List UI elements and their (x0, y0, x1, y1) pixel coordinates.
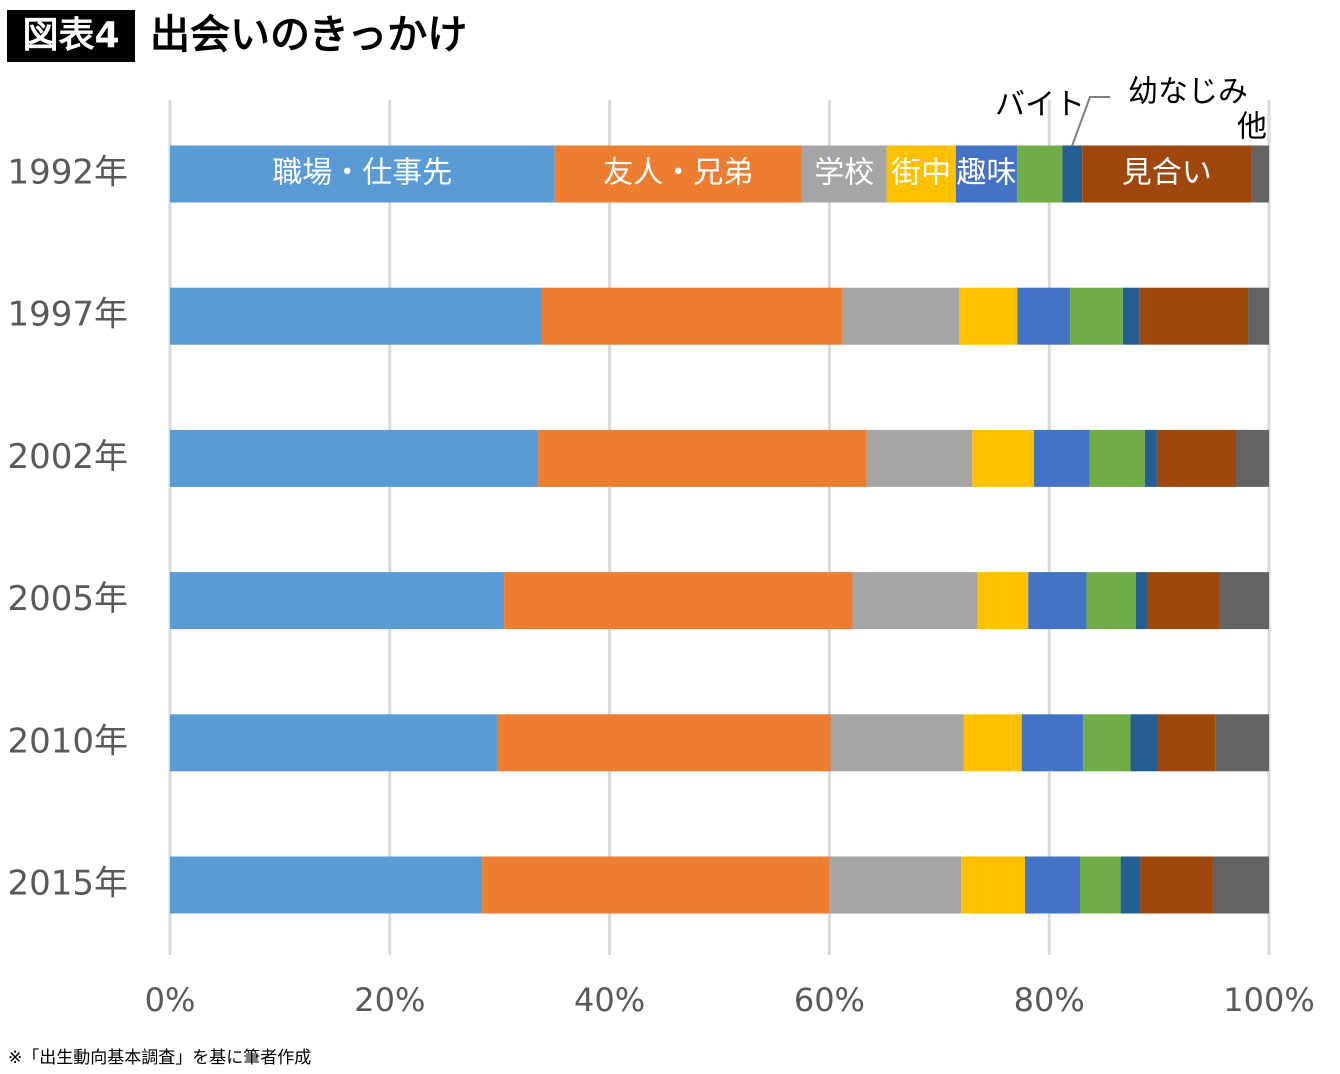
bar-segment (1147, 572, 1220, 630)
x-tick-label: 0% (145, 981, 196, 1019)
bar-segment (1017, 145, 1063, 203)
series-label: 見合い (1122, 156, 1212, 191)
bar-segment (504, 572, 853, 630)
figure-label-box (7, 10, 135, 62)
bar-segment (554, 145, 802, 203)
bar-segment (1158, 714, 1216, 772)
bar-segment (1212, 856, 1269, 914)
figure-label: 図表4 (22, 15, 119, 56)
x-tick-label: 80% (1014, 981, 1085, 1019)
bar-segment (1156, 429, 1237, 487)
y-tick-label: 2005年 (7, 579, 128, 619)
bar-segment (1215, 714, 1269, 772)
y-tick-label: 1992年 (7, 153, 128, 193)
bar-segment (801, 145, 887, 203)
series-label: 幼なじみ (1128, 75, 1248, 110)
bar-segment (1021, 714, 1084, 772)
bar-segment (1140, 856, 1213, 914)
bar-segment (1086, 572, 1137, 630)
series-label: 学校 (814, 156, 874, 191)
x-tick-label: 100% (1223, 981, 1314, 1019)
series-label: 趣味 (957, 156, 1017, 191)
bar-segment (1136, 572, 1148, 630)
bar-segment (829, 856, 962, 914)
leader-line (1071, 96, 1110, 147)
bar-segment (1130, 714, 1159, 772)
y-tick-label: 2010年 (7, 721, 128, 761)
bar-segment (852, 572, 978, 630)
bar-segment (1062, 145, 1083, 203)
x-tick-label: 20% (354, 981, 425, 1019)
source-note: ※「出生動向基本調査」を基に筆者作成 (8, 1048, 311, 1068)
bar-segment (497, 714, 831, 772)
bar-segment (1139, 287, 1249, 345)
bar-segment (1236, 429, 1269, 487)
bar-segment (1120, 856, 1141, 914)
bar-segment (482, 856, 830, 914)
bars (170, 145, 1269, 914)
series-label: 友人・兄弟 (603, 156, 753, 191)
y-tick-label: 2015年 (7, 864, 128, 904)
series-label: 街中 (891, 156, 951, 191)
bar-segment (866, 429, 973, 487)
bar-segment (170, 572, 505, 630)
chart-title: 出会いのきっかけ (150, 12, 467, 58)
bar-segment (170, 714, 498, 772)
bar-segment (1070, 287, 1123, 345)
bar-segment (1017, 287, 1071, 345)
y-tick-label: 1997年 (7, 295, 128, 335)
bar-segment (977, 572, 1029, 630)
bar-segment (1028, 572, 1087, 630)
bar-segment (170, 287, 542, 345)
bar-segment (959, 287, 1018, 345)
x-tick-label: 60% (794, 981, 865, 1019)
bar-segment (961, 856, 1026, 914)
bar-segment (1251, 145, 1269, 203)
y-tick-label: 2002年 (7, 437, 128, 477)
bar-segment (538, 429, 867, 487)
bar-segment (1089, 429, 1145, 487)
bar-segment (170, 856, 483, 914)
bar-segment (170, 145, 555, 203)
bar-segment (1082, 145, 1252, 203)
bar-segment (1144, 429, 1157, 487)
bar-segment (541, 287, 843, 345)
bar-segment (830, 714, 964, 772)
bar-segment (1248, 287, 1269, 345)
bar-segment (170, 429, 539, 487)
bar-segment (1122, 287, 1140, 345)
series-label: 他 (1237, 110, 1267, 145)
bar-segment (1033, 429, 1090, 487)
bar-segment (963, 714, 1022, 772)
grid: 0% 20% 40% 60% 80% 100% (145, 100, 1315, 1019)
bar-segment (1083, 714, 1131, 772)
series-label: バイト (995, 88, 1085, 123)
bar-segment (972, 429, 1034, 487)
x-tick-label: 40% (574, 981, 645, 1019)
bar-segment (955, 145, 1018, 203)
bar-segment (842, 287, 960, 345)
labels: 1992年 職場・仕事先 友人・兄弟 学校 街中 趣味 見合い 1997年 2002年 2005年… (7, 75, 1267, 904)
series-label: 職場・仕事先 (272, 156, 452, 191)
bar-segment (1219, 572, 1269, 630)
bar-segment (886, 145, 956, 203)
bar-segment (1079, 856, 1121, 914)
bar-segment (1025, 856, 1080, 914)
